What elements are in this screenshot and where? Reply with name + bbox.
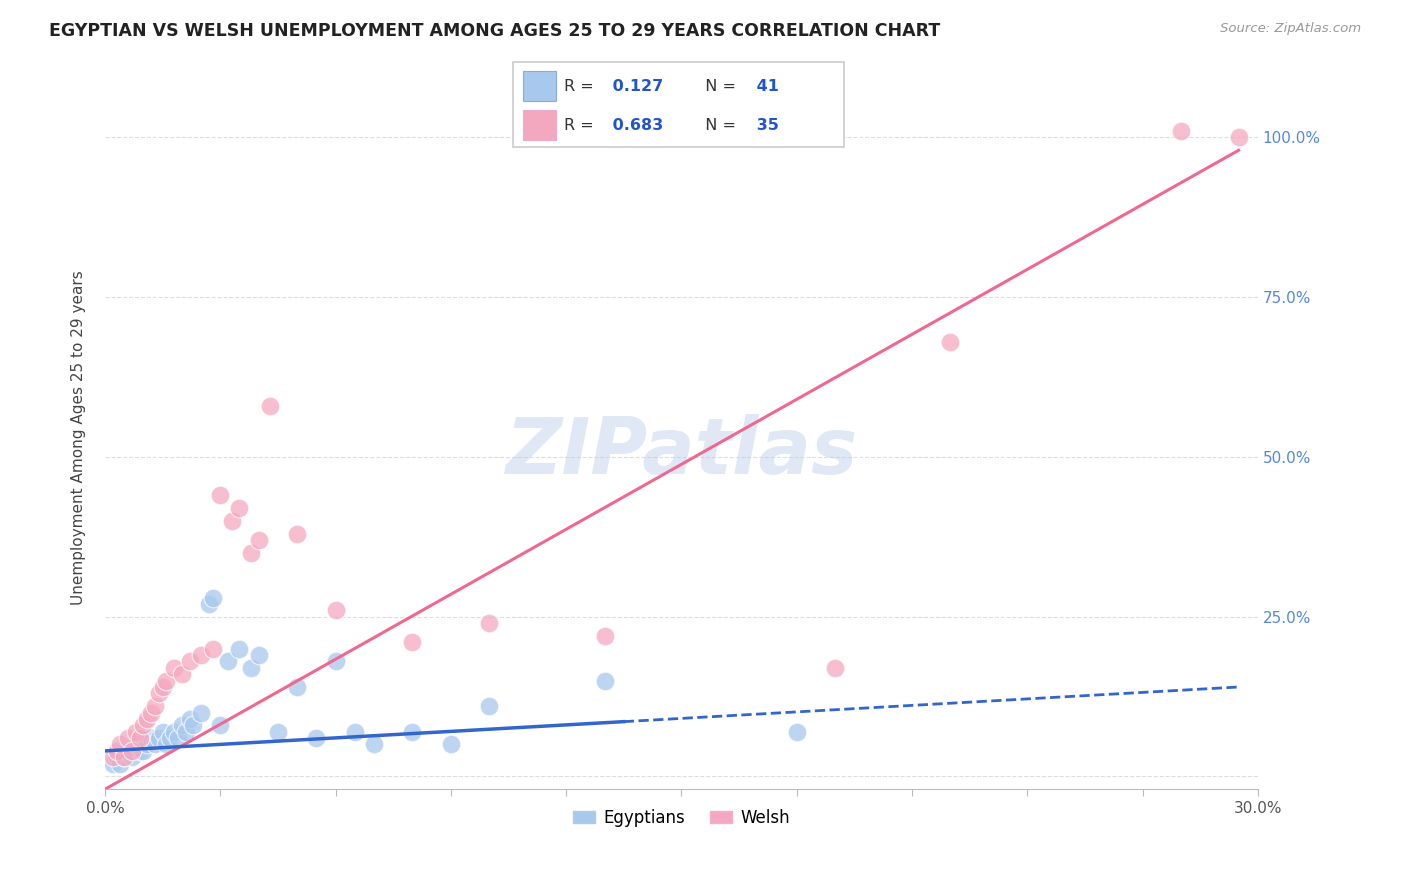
Point <box>343 724 366 739</box>
FancyBboxPatch shape <box>523 110 557 140</box>
Point <box>132 744 155 758</box>
Point <box>201 591 224 605</box>
Point <box>159 731 181 745</box>
Point <box>163 724 186 739</box>
Point <box>285 526 308 541</box>
Point <box>148 686 170 700</box>
Point <box>170 667 193 681</box>
Point <box>247 648 270 662</box>
Point <box>110 756 132 771</box>
Point <box>152 680 174 694</box>
Point <box>112 750 135 764</box>
Point <box>201 641 224 656</box>
Point <box>401 635 423 649</box>
Legend: Egyptians, Welsh: Egyptians, Welsh <box>567 802 796 834</box>
Point <box>136 712 159 726</box>
Point <box>240 661 263 675</box>
Point <box>128 731 150 745</box>
Point <box>170 718 193 732</box>
Point <box>132 718 155 732</box>
Point <box>478 699 501 714</box>
Point <box>155 673 177 688</box>
Point <box>128 744 150 758</box>
Point <box>112 750 135 764</box>
Point <box>152 724 174 739</box>
Point <box>190 648 212 662</box>
Point <box>121 744 143 758</box>
Point <box>155 738 177 752</box>
Point <box>824 661 846 675</box>
Point <box>363 738 385 752</box>
Point <box>305 731 328 745</box>
Point <box>117 744 139 758</box>
Point <box>209 718 232 732</box>
Text: N =: N = <box>695 118 741 133</box>
Point <box>179 712 201 726</box>
Point <box>101 750 124 764</box>
Point <box>136 738 159 752</box>
Point <box>259 399 281 413</box>
Point <box>247 533 270 547</box>
Point <box>325 603 347 617</box>
Point <box>163 661 186 675</box>
Text: R =: R = <box>564 78 599 94</box>
Point <box>440 738 463 752</box>
Point <box>1227 130 1250 145</box>
Point <box>325 655 347 669</box>
Point <box>401 724 423 739</box>
Text: ZIPatlas: ZIPatlas <box>505 414 858 490</box>
Point <box>125 738 148 752</box>
Point <box>197 597 219 611</box>
Point <box>478 616 501 631</box>
Text: 41: 41 <box>751 78 779 94</box>
Point <box>105 744 128 758</box>
Point <box>174 724 197 739</box>
Point <box>101 756 124 771</box>
Point <box>221 514 243 528</box>
Text: Source: ZipAtlas.com: Source: ZipAtlas.com <box>1220 22 1361 36</box>
Point <box>183 718 205 732</box>
Point <box>593 629 616 643</box>
Point <box>593 673 616 688</box>
FancyBboxPatch shape <box>513 62 844 147</box>
Point <box>125 724 148 739</box>
Point <box>786 724 808 739</box>
Point <box>117 731 139 745</box>
Point <box>167 731 190 745</box>
Point <box>209 488 232 502</box>
Text: 0.127: 0.127 <box>607 78 664 94</box>
Point <box>110 738 132 752</box>
Text: 0.683: 0.683 <box>607 118 664 133</box>
Point <box>228 501 250 516</box>
Point <box>143 738 166 752</box>
Point <box>139 731 162 745</box>
Point <box>139 706 162 720</box>
Point <box>939 334 962 349</box>
Point <box>105 750 128 764</box>
Text: N =: N = <box>695 78 741 94</box>
Point <box>143 699 166 714</box>
Point <box>217 655 239 669</box>
Text: 35: 35 <box>751 118 779 133</box>
Point <box>179 655 201 669</box>
Point <box>240 546 263 560</box>
FancyBboxPatch shape <box>523 71 557 102</box>
Point <box>190 706 212 720</box>
Point <box>267 724 290 739</box>
Text: EGYPTIAN VS WELSH UNEMPLOYMENT AMONG AGES 25 TO 29 YEARS CORRELATION CHART: EGYPTIAN VS WELSH UNEMPLOYMENT AMONG AGE… <box>49 22 941 40</box>
Point <box>121 750 143 764</box>
Point <box>1170 124 1192 138</box>
Point <box>285 680 308 694</box>
Text: R =: R = <box>564 118 599 133</box>
Point <box>148 731 170 745</box>
Y-axis label: Unemployment Among Ages 25 to 29 years: Unemployment Among Ages 25 to 29 years <box>72 270 86 605</box>
Point <box>228 641 250 656</box>
